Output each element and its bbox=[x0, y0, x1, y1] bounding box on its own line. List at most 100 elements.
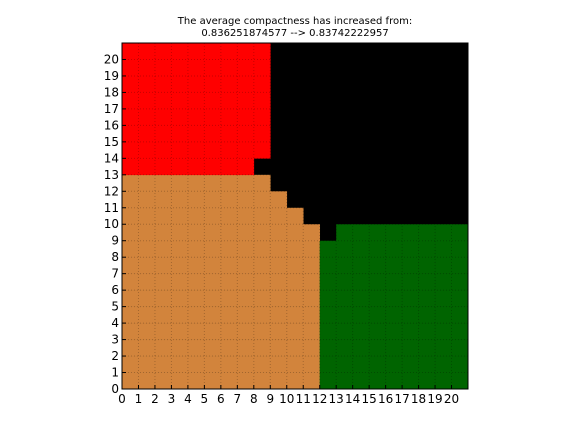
cell-r0-c5 bbox=[204, 372, 222, 390]
cell-r0-c20 bbox=[451, 372, 469, 390]
cell-r3-c13 bbox=[336, 323, 353, 340]
cell-r5-c13 bbox=[336, 290, 353, 307]
cell-r1-c10 bbox=[286, 356, 304, 373]
cell-r4-c12 bbox=[319, 306, 337, 324]
x-tick-label-15: 15 bbox=[362, 392, 377, 406]
cell-r14-c3 bbox=[171, 141, 189, 159]
cell-r9-c0 bbox=[122, 224, 139, 242]
chart-title-line2: 0.836251874577 --> 0.83742222957 bbox=[201, 28, 389, 39]
cell-r5-c5 bbox=[204, 290, 222, 307]
cell-r6-c5 bbox=[204, 273, 222, 291]
cell-r10-c10 bbox=[286, 207, 304, 225]
cell-r2-c15 bbox=[369, 339, 386, 357]
cell-r8-c4 bbox=[187, 240, 205, 258]
cell-r4-c19 bbox=[435, 306, 452, 324]
cell-r5-c8 bbox=[253, 290, 271, 307]
cell-r4-c4 bbox=[187, 306, 205, 324]
cell-r9-c14 bbox=[352, 224, 370, 242]
cell-r1-c17 bbox=[402, 356, 419, 373]
cell-r0-c15 bbox=[369, 372, 386, 390]
cell-r7-c19 bbox=[435, 257, 452, 274]
cell-r7-c12 bbox=[319, 257, 337, 274]
cell-r20-c3 bbox=[171, 43, 189, 60]
cell-r3-c4 bbox=[187, 323, 205, 340]
cell-r2-c12 bbox=[319, 339, 337, 357]
cell-r16-c7 bbox=[237, 108, 255, 126]
cell-r2-c0 bbox=[122, 339, 139, 357]
cell-r12-c0 bbox=[122, 174, 139, 192]
cell-r19-c2 bbox=[154, 59, 172, 77]
y-tick-label-2: 2 bbox=[111, 349, 119, 363]
cell-r17-c4 bbox=[187, 92, 205, 110]
cell-r0-c6 bbox=[220, 372, 238, 390]
cell-r8-c16 bbox=[385, 240, 403, 258]
cell-r4-c15 bbox=[369, 306, 386, 324]
cell-r10-c1 bbox=[138, 207, 156, 225]
cell-r9-c16 bbox=[385, 224, 403, 242]
cell-r2-c5 bbox=[204, 339, 222, 357]
y-tick-label-15: 15 bbox=[104, 135, 119, 149]
cell-r5-c12 bbox=[319, 290, 337, 307]
y-tick-label-13: 13 bbox=[104, 168, 119, 182]
cell-r0-c16 bbox=[385, 372, 403, 390]
cell-r4-c14 bbox=[352, 306, 370, 324]
cell-r13-c3 bbox=[171, 158, 189, 176]
cell-r3-c18 bbox=[418, 323, 436, 340]
cell-r0-c10 bbox=[286, 372, 304, 390]
cell-r3-c17 bbox=[402, 323, 419, 340]
cell-r6-c4 bbox=[187, 273, 205, 291]
cell-r18-c7 bbox=[237, 75, 255, 93]
cell-r18-c0 bbox=[122, 75, 139, 93]
cell-r6-c18 bbox=[418, 273, 436, 291]
cell-r18-c5 bbox=[204, 75, 222, 93]
cell-r9-c9 bbox=[270, 224, 288, 242]
cell-r5-c20 bbox=[451, 290, 469, 307]
cell-r1-c8 bbox=[253, 356, 271, 373]
cell-r20-c6 bbox=[220, 43, 238, 60]
cell-r5-c19 bbox=[435, 290, 452, 307]
cell-r0-c8 bbox=[253, 372, 271, 390]
cell-r9-c17 bbox=[402, 224, 419, 242]
cell-r7-c3 bbox=[171, 257, 189, 274]
cell-r15-c7 bbox=[237, 125, 255, 143]
cell-r9-c18 bbox=[418, 224, 436, 242]
x-tick-label-0: 0 bbox=[118, 392, 126, 406]
cell-r1-c1 bbox=[138, 356, 156, 373]
cell-r3-c1 bbox=[138, 323, 156, 340]
cell-r3-c16 bbox=[385, 323, 403, 340]
cell-r1-c19 bbox=[435, 356, 452, 373]
cell-r16-c6 bbox=[220, 108, 238, 126]
cell-r8-c18 bbox=[418, 240, 436, 258]
cell-r3-c6 bbox=[220, 323, 238, 340]
cell-r18-c6 bbox=[220, 75, 238, 93]
cell-r10-c8 bbox=[253, 207, 271, 225]
cell-r11-c6 bbox=[220, 191, 238, 209]
cell-r7-c5 bbox=[204, 257, 222, 274]
cell-r15-c4 bbox=[187, 125, 205, 143]
cell-r1-c9 bbox=[270, 356, 288, 373]
cell-r4-c17 bbox=[402, 306, 419, 324]
cell-r8-c17 bbox=[402, 240, 419, 258]
cell-r10-c5 bbox=[204, 207, 222, 225]
cell-r2-c11 bbox=[303, 339, 321, 357]
cell-r16-c4 bbox=[187, 108, 205, 126]
x-tick-label-17: 17 bbox=[394, 392, 409, 406]
y-tick-label-19: 19 bbox=[104, 69, 119, 83]
cell-r9-c8 bbox=[253, 224, 271, 242]
cell-r6-c10 bbox=[286, 273, 304, 291]
cell-r3-c5 bbox=[204, 323, 222, 340]
cell-r4-c6 bbox=[220, 306, 238, 324]
cell-r5-c4 bbox=[187, 290, 205, 307]
y-tick-label-17: 17 bbox=[104, 102, 119, 116]
cell-r12-c3 bbox=[171, 174, 189, 192]
cell-r3-c14 bbox=[352, 323, 370, 340]
cell-r4-c2 bbox=[154, 306, 172, 324]
cell-r6-c14 bbox=[352, 273, 370, 291]
cell-r17-c7 bbox=[237, 92, 255, 110]
cell-r4-c9 bbox=[270, 306, 288, 324]
y-tick-label-20: 20 bbox=[104, 52, 119, 66]
cell-r6-c8 bbox=[253, 273, 271, 291]
cell-r20-c2 bbox=[154, 43, 172, 60]
cell-r2-c2 bbox=[154, 339, 172, 357]
cell-r8-c15 bbox=[369, 240, 386, 258]
